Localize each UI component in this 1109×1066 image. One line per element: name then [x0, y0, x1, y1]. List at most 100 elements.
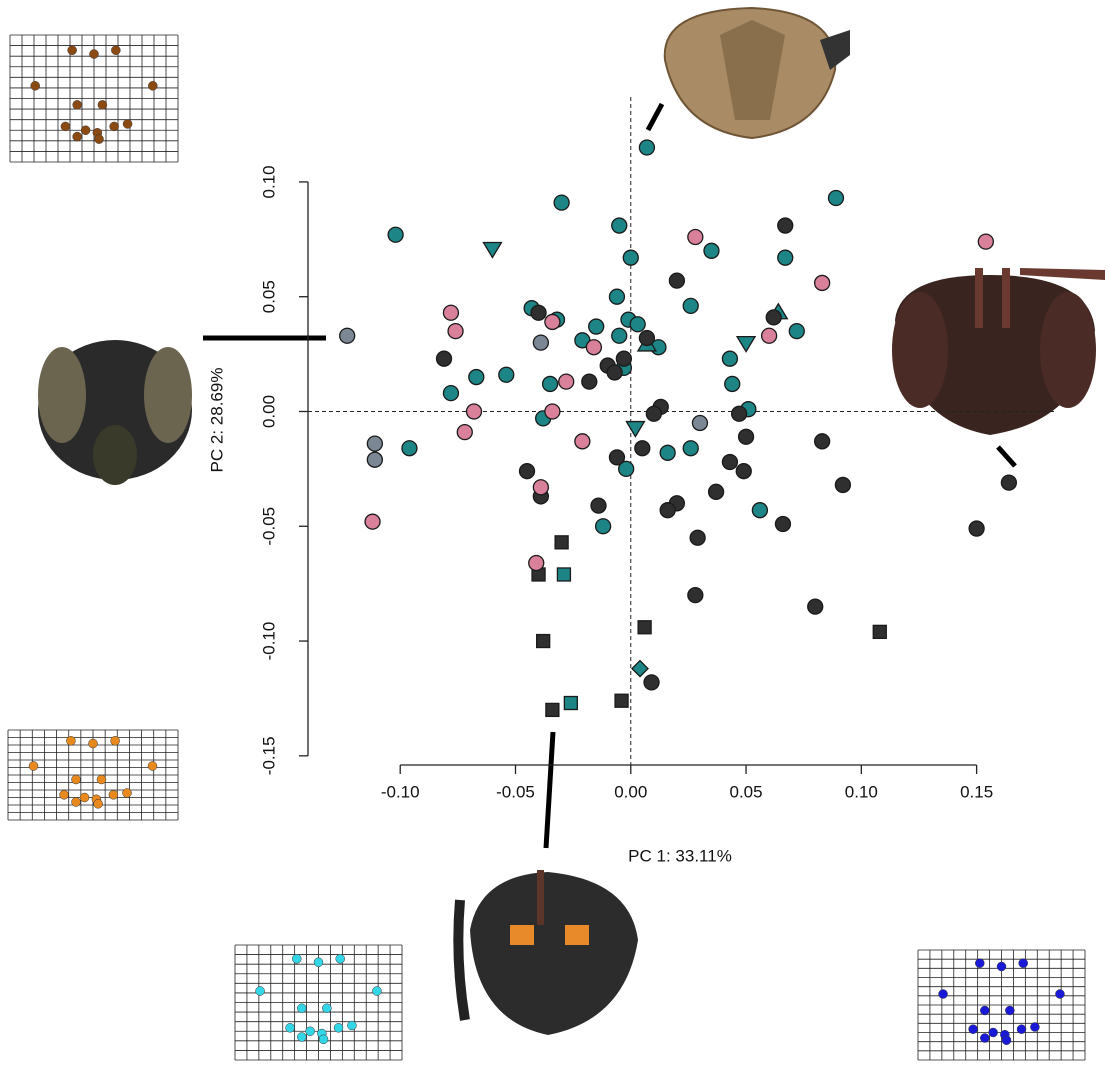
point	[691, 414, 709, 432]
point	[608, 288, 626, 305]
point	[834, 476, 852, 494]
x-tick-label: 0.00	[614, 782, 647, 801]
deformation-grid	[7, 729, 179, 821]
y-tick-label: -0.10	[259, 622, 278, 661]
point	[977, 233, 994, 250]
point	[544, 403, 561, 420]
point	[625, 420, 646, 438]
point	[707, 483, 725, 500]
landmark	[372, 986, 382, 996]
connector	[996, 445, 1017, 468]
landmark	[322, 1003, 332, 1013]
point	[788, 322, 805, 340]
decorations	[38, 6, 1105, 1035]
deformation-grid	[9, 34, 179, 163]
landmark	[318, 1034, 329, 1045]
landmark	[285, 1023, 295, 1033]
point	[611, 217, 628, 234]
point	[581, 373, 598, 390]
x-tick-label: -0.10	[381, 782, 420, 801]
y-tick-label: -0.15	[259, 736, 278, 775]
landmark	[96, 774, 107, 785]
point	[687, 228, 704, 246]
point	[608, 449, 626, 466]
point	[638, 139, 656, 156]
landmark	[297, 1032, 307, 1042]
point	[687, 586, 704, 604]
landmark	[1001, 1035, 1012, 1045]
landmark	[122, 119, 133, 129]
point	[721, 350, 739, 367]
head-image	[453, 870, 638, 1035]
landmark	[1018, 958, 1028, 968]
point	[765, 309, 782, 326]
landmark	[1016, 1024, 1027, 1034]
landmark	[88, 738, 98, 749]
landmark	[67, 45, 77, 55]
point	[558, 373, 575, 390]
landmark	[110, 736, 120, 746]
landmark	[66, 736, 76, 746]
head-image	[663, 6, 850, 140]
point	[721, 453, 739, 471]
point	[366, 451, 384, 468]
x-tick-label: 0.15	[960, 782, 993, 801]
point	[435, 350, 453, 367]
landmark	[347, 1020, 357, 1031]
point	[563, 695, 578, 711]
point	[622, 249, 639, 266]
point	[735, 335, 757, 353]
connector	[645, 102, 665, 132]
point	[518, 463, 536, 480]
y-tick-label: 0.00	[259, 395, 278, 428]
point	[643, 674, 660, 691]
point	[590, 497, 607, 514]
landmark	[980, 1033, 990, 1043]
landmark	[72, 131, 82, 142]
point	[366, 435, 384, 452]
point	[387, 226, 404, 243]
landmark	[938, 989, 948, 999]
point	[594, 518, 612, 535]
point	[634, 440, 651, 457]
point	[1000, 474, 1018, 491]
point	[682, 440, 699, 457]
point	[536, 633, 551, 649]
deformation-grid	[234, 944, 403, 1061]
point	[813, 433, 831, 450]
point	[813, 274, 831, 292]
point	[468, 368, 485, 386]
point	[637, 620, 652, 635]
landmark	[297, 1003, 307, 1013]
point	[530, 304, 547, 321]
point	[629, 316, 646, 333]
point	[668, 272, 686, 289]
landmark	[305, 1026, 315, 1036]
point	[442, 304, 460, 321]
point	[872, 624, 887, 640]
connector	[543, 731, 556, 849]
point	[482, 241, 503, 259]
landmark	[333, 1023, 344, 1033]
point	[737, 428, 755, 445]
landmark	[72, 100, 82, 110]
landmark	[89, 49, 99, 59]
landmark	[93, 799, 103, 809]
point	[645, 405, 662, 422]
point	[456, 423, 473, 441]
point	[724, 375, 741, 393]
landmark	[1005, 1005, 1015, 1016]
landmark	[988, 1027, 998, 1038]
head-image	[892, 268, 1105, 435]
landmark	[71, 774, 81, 785]
point	[339, 327, 356, 344]
plot-area: -0.10 -0.05 0.00 0.05 0.10 0.15 -0.15 -0.10 -0.0…	[259, 97, 1055, 801]
point	[574, 433, 591, 450]
point	[774, 515, 792, 533]
point	[751, 502, 769, 519]
point	[682, 297, 699, 315]
landmark	[94, 134, 104, 144]
landmark	[968, 1024, 978, 1034]
x-tick-label: 0.10	[845, 782, 878, 801]
